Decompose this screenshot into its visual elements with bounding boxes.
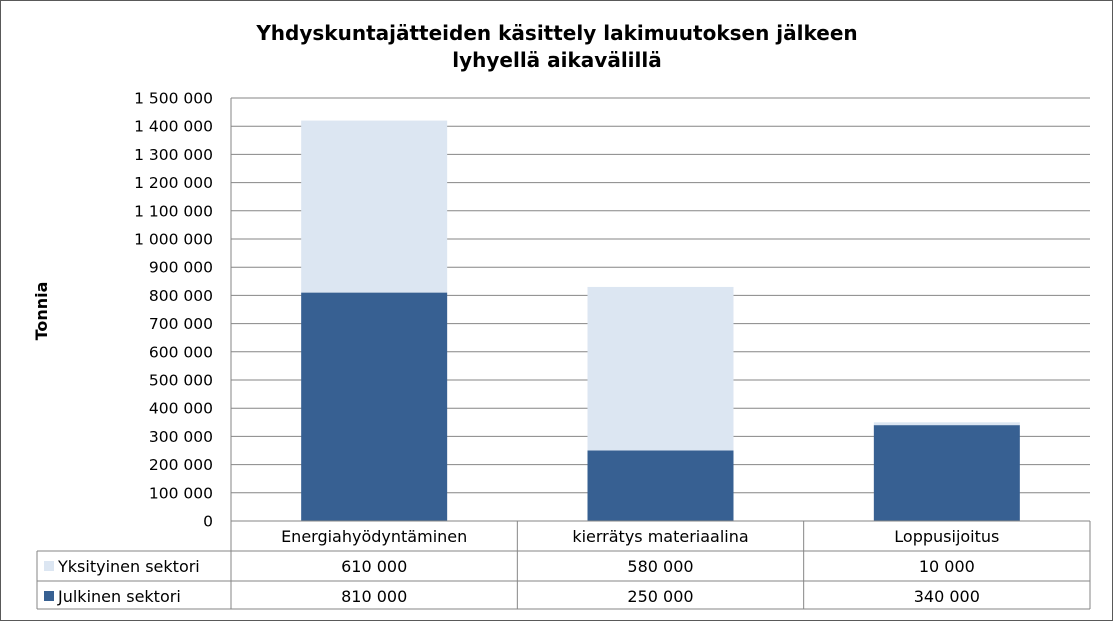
x-category-label: Energiahyödyntäminen	[281, 527, 467, 546]
bar-segment	[587, 286, 734, 451]
y-tick-label: 600 000	[149, 343, 213, 361]
y-axis-label: Tonnia	[32, 282, 51, 341]
bars	[301, 120, 1020, 521]
data-table-value: 340 000	[914, 587, 980, 606]
y-tick-label: 1 300 000	[134, 146, 213, 164]
y-tick-label: 500 000	[149, 372, 213, 390]
data-table-value: 810 000	[341, 587, 407, 606]
legend-swatch	[44, 561, 54, 571]
y-tick-label: 300 000	[149, 428, 213, 446]
legend-label: Yksityinen sektori	[57, 557, 200, 576]
y-tick-label: 700 000	[149, 315, 213, 333]
chart-title-line-1: Yhdyskuntajätteiden käsittely lakimuutok…	[255, 21, 857, 45]
data-table: Energiahyödyntäminen kierrätys materiaali…	[36, 520, 1091, 610]
bar-segment	[301, 292, 448, 521]
y-tick-label: 1 000 000	[134, 231, 213, 249]
chart-title-line-2: lyhyellä aikavälillä	[452, 48, 662, 72]
y-tick-label: 1 200 000	[134, 174, 213, 192]
data-table-value: 10 000	[919, 557, 975, 576]
bar-segment	[301, 120, 448, 293]
y-tick-label: 200 000	[149, 456, 213, 474]
y-tick-label: 0	[203, 513, 213, 531]
legend-swatch	[44, 591, 54, 601]
bar-segment	[587, 450, 734, 521]
y-tick-label: 100 000	[149, 484, 213, 502]
bar-segment	[873, 422, 1020, 426]
y-tick-label: 900 000	[149, 259, 213, 277]
data-table-value: 610 000	[341, 557, 407, 576]
data-table-value: 250 000	[627, 587, 693, 606]
y-axis-ticks: 0 100 000 200 000 300 000 400 000 500 000 600 …	[134, 90, 213, 531]
data-table-value: 580 000	[627, 557, 693, 576]
y-tick-label: 1 400 000	[134, 118, 213, 136]
y-tick-label: 800 000	[149, 287, 213, 305]
bar-segment	[873, 425, 1020, 521]
y-tick-label: 1 100 000	[134, 202, 213, 220]
y-tick-label: 400 000	[149, 400, 213, 418]
x-category-label: kierrätys materiaalina	[572, 527, 748, 546]
legend-label: Julkinen sektori	[57, 587, 181, 606]
x-category-label: Loppusijoitus	[894, 527, 999, 546]
y-tick-label: 1 500 000	[134, 90, 213, 108]
